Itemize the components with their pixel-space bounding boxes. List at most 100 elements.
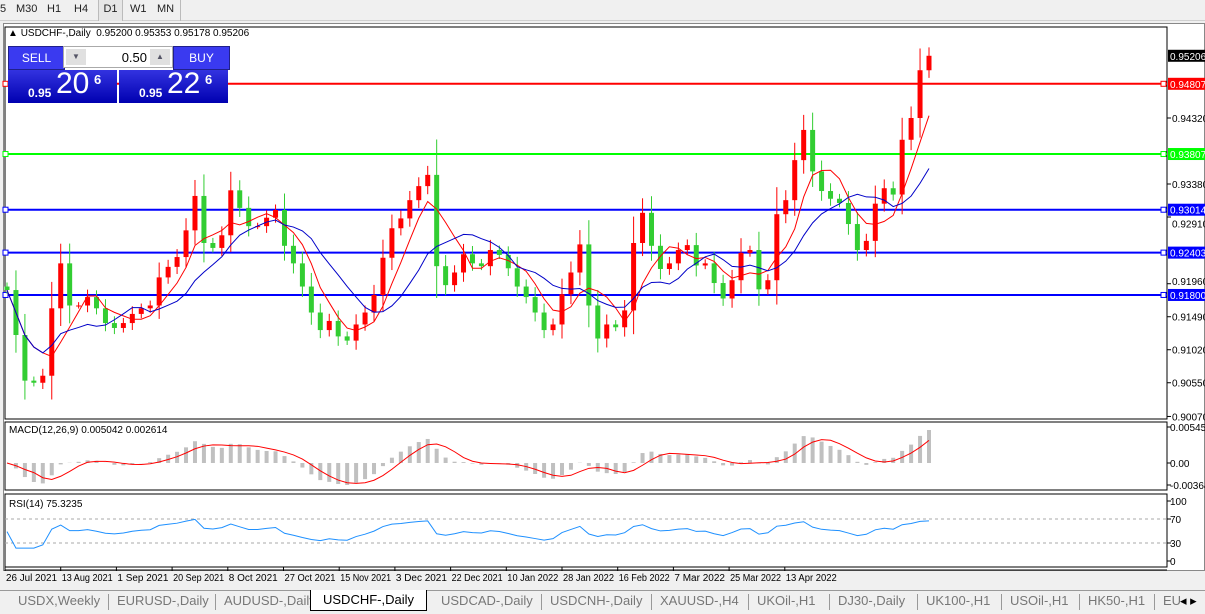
macd-histogram-bar bbox=[49, 463, 54, 476]
buy-price[interactable]: 0.95 22 6 bbox=[119, 67, 228, 103]
macd-histogram-bar bbox=[282, 456, 287, 463]
macd-histogram-bar bbox=[515, 463, 520, 468]
line-price-label: 0.92403 bbox=[1170, 249, 1205, 260]
candle-body bbox=[94, 297, 100, 309]
line-handle[interactable] bbox=[2, 249, 9, 256]
candle-body bbox=[622, 310, 628, 328]
candle-body bbox=[917, 70, 923, 118]
macd-signal-line bbox=[6, 439, 930, 484]
time-axis-label: 13 Apr 2022 bbox=[786, 573, 837, 584]
macd-histogram-bar bbox=[246, 447, 251, 463]
time-axis-label: 20 Sep 2021 bbox=[173, 573, 224, 584]
tab-usdcnh-daily[interactable]: USDCNH-,Daily bbox=[550, 593, 643, 608]
time-axis-label: 28 Jan 2022 bbox=[563, 573, 614, 584]
macd-histogram-bar bbox=[40, 463, 45, 484]
macd-histogram-bar bbox=[416, 442, 421, 463]
timeframe-h4[interactable]: H4 bbox=[74, 3, 89, 15]
macd-histogram-bar bbox=[694, 456, 699, 463]
macd-histogram-bar bbox=[542, 463, 547, 478]
buy-button[interactable]: BUY bbox=[173, 46, 230, 70]
rsi-axis-label: 70 bbox=[1170, 515, 1182, 526]
timeframe-d1[interactable]: D1 bbox=[98, 0, 123, 21]
tab-usdx-weekly[interactable]: USDX,Weekly bbox=[18, 593, 101, 608]
candle-body bbox=[219, 235, 225, 248]
tab-audusd-daily[interactable]: AUDUSD-,Daily bbox=[224, 593, 316, 608]
time-axis-label: 15 Nov 2021 bbox=[340, 573, 391, 584]
price-axis-label: 0.90550 bbox=[1172, 379, 1205, 390]
lot-size-stepper[interactable]: ▼ 0.50 ▲ bbox=[63, 46, 173, 68]
timeframe-m30[interactable]: M30 bbox=[16, 3, 38, 15]
lot-size-value[interactable]: 0.50 bbox=[121, 50, 147, 65]
macd-histogram-bar bbox=[85, 460, 90, 463]
macd-axis-label: -0.00364 bbox=[1170, 481, 1205, 492]
candle-body bbox=[577, 244, 583, 273]
tab-separator bbox=[1001, 594, 1002, 610]
tab-scroll-arrows-icon[interactable]: ◂ ▸ bbox=[1180, 593, 1197, 608]
macd-histogram-bar bbox=[398, 451, 403, 463]
candle-body bbox=[568, 272, 574, 295]
macd-histogram-bar bbox=[219, 447, 224, 463]
current-price-tag bbox=[1168, 49, 1205, 62]
timeframe-m15[interactable]: 5 bbox=[0, 3, 7, 15]
candle-body bbox=[649, 212, 655, 246]
chart-header: ▲ USDCHF-,Daily 0.95200 0.95353 0.95178 … bbox=[8, 28, 249, 39]
macd-histogram-bar bbox=[649, 451, 654, 463]
macd-histogram-bar bbox=[792, 443, 797, 463]
tab-usoil-h1[interactable]: USOil-,H1 bbox=[1010, 593, 1069, 608]
candle-body bbox=[174, 257, 180, 267]
macd-histogram-bar bbox=[551, 463, 556, 479]
tab-usdchf-daily[interactable]: USDCHF-,Daily bbox=[310, 590, 427, 611]
collapse-triangle-icon[interactable]: ▲ bbox=[8, 28, 18, 39]
macd-axis-label: 0.00 bbox=[1170, 459, 1190, 470]
macd-histogram-bar bbox=[336, 463, 341, 485]
tab-eurusd-daily[interactable]: EURUSD-,Daily bbox=[117, 593, 209, 608]
line-handle[interactable] bbox=[2, 151, 9, 158]
macd-histogram-bar bbox=[640, 453, 645, 463]
tab-hk50-h1[interactable]: HK50-,H1 bbox=[1088, 593, 1146, 608]
timeframe-mn[interactable]: MN bbox=[157, 3, 175, 15]
timeframe-w1[interactable]: W1 bbox=[130, 3, 147, 15]
macd-histogram-bar bbox=[452, 461, 457, 463]
line-handle[interactable] bbox=[2, 206, 9, 213]
line-handle[interactable] bbox=[1160, 80, 1167, 87]
tab-usdcad-daily[interactable]: USDCAD-,Daily bbox=[441, 593, 533, 608]
chart-window[interactable] bbox=[3, 23, 1205, 571]
price-axis-label: 0.93380 bbox=[1172, 180, 1205, 191]
macd-histogram-bar bbox=[533, 463, 538, 475]
chart-tabs: USDX,Weekly EURUSD-,Daily AUDUSD-,Daily USD… bbox=[0, 590, 1205, 614]
sell-price-fraction: 6 bbox=[94, 72, 102, 87]
chart-canvas[interactable]: 0.94320 0.93380 0.92910 0.91960 0.91490 0.910… bbox=[0, 0, 1205, 590]
macd-histogram-bar bbox=[228, 443, 233, 463]
line-handle[interactable] bbox=[1160, 206, 1167, 213]
candle-body bbox=[407, 200, 413, 219]
tab-eu[interactable]: EU bbox=[1163, 593, 1182, 608]
tab-xauusd-h4[interactable]: XAUUSD-,H4 bbox=[660, 593, 739, 608]
macd-histogram-bar bbox=[273, 451, 278, 463]
tab-ukoil-h1[interactable]: UKOil-,H1 bbox=[757, 593, 816, 608]
candle-body bbox=[819, 171, 825, 192]
line-handle[interactable] bbox=[1160, 151, 1167, 158]
candle-body bbox=[720, 283, 726, 299]
line-price-tag bbox=[1168, 288, 1205, 301]
macd-histogram-bar bbox=[425, 438, 430, 463]
macd-histogram-bar bbox=[837, 449, 842, 463]
line-handle[interactable] bbox=[1160, 291, 1167, 298]
tab-separator bbox=[1079, 594, 1080, 610]
increase-lot-icon[interactable]: ▲ bbox=[150, 49, 170, 65]
line-handle[interactable] bbox=[2, 291, 9, 298]
candle-body bbox=[147, 305, 153, 309]
sell-button[interactable]: SELL bbox=[8, 46, 65, 70]
decrease-lot-icon[interactable]: ▼ bbox=[66, 49, 86, 65]
timeframe-h1[interactable]: H1 bbox=[47, 3, 62, 15]
candle-body bbox=[586, 244, 592, 306]
macd-histogram-bar bbox=[112, 463, 117, 465]
candle-body bbox=[684, 245, 690, 251]
macd-histogram-bar bbox=[631, 462, 636, 463]
line-handle[interactable] bbox=[1160, 249, 1167, 256]
tab-uk100-h1[interactable]: UK100-,H1 bbox=[926, 593, 991, 608]
candle-body bbox=[49, 308, 55, 376]
tab-dj30-daily[interactable]: DJ30-,Daily bbox=[838, 593, 906, 608]
sell-price[interactable]: 0.95 20 6 bbox=[8, 67, 117, 103]
tab-separator bbox=[541, 594, 542, 610]
tab-separator bbox=[917, 594, 918, 610]
